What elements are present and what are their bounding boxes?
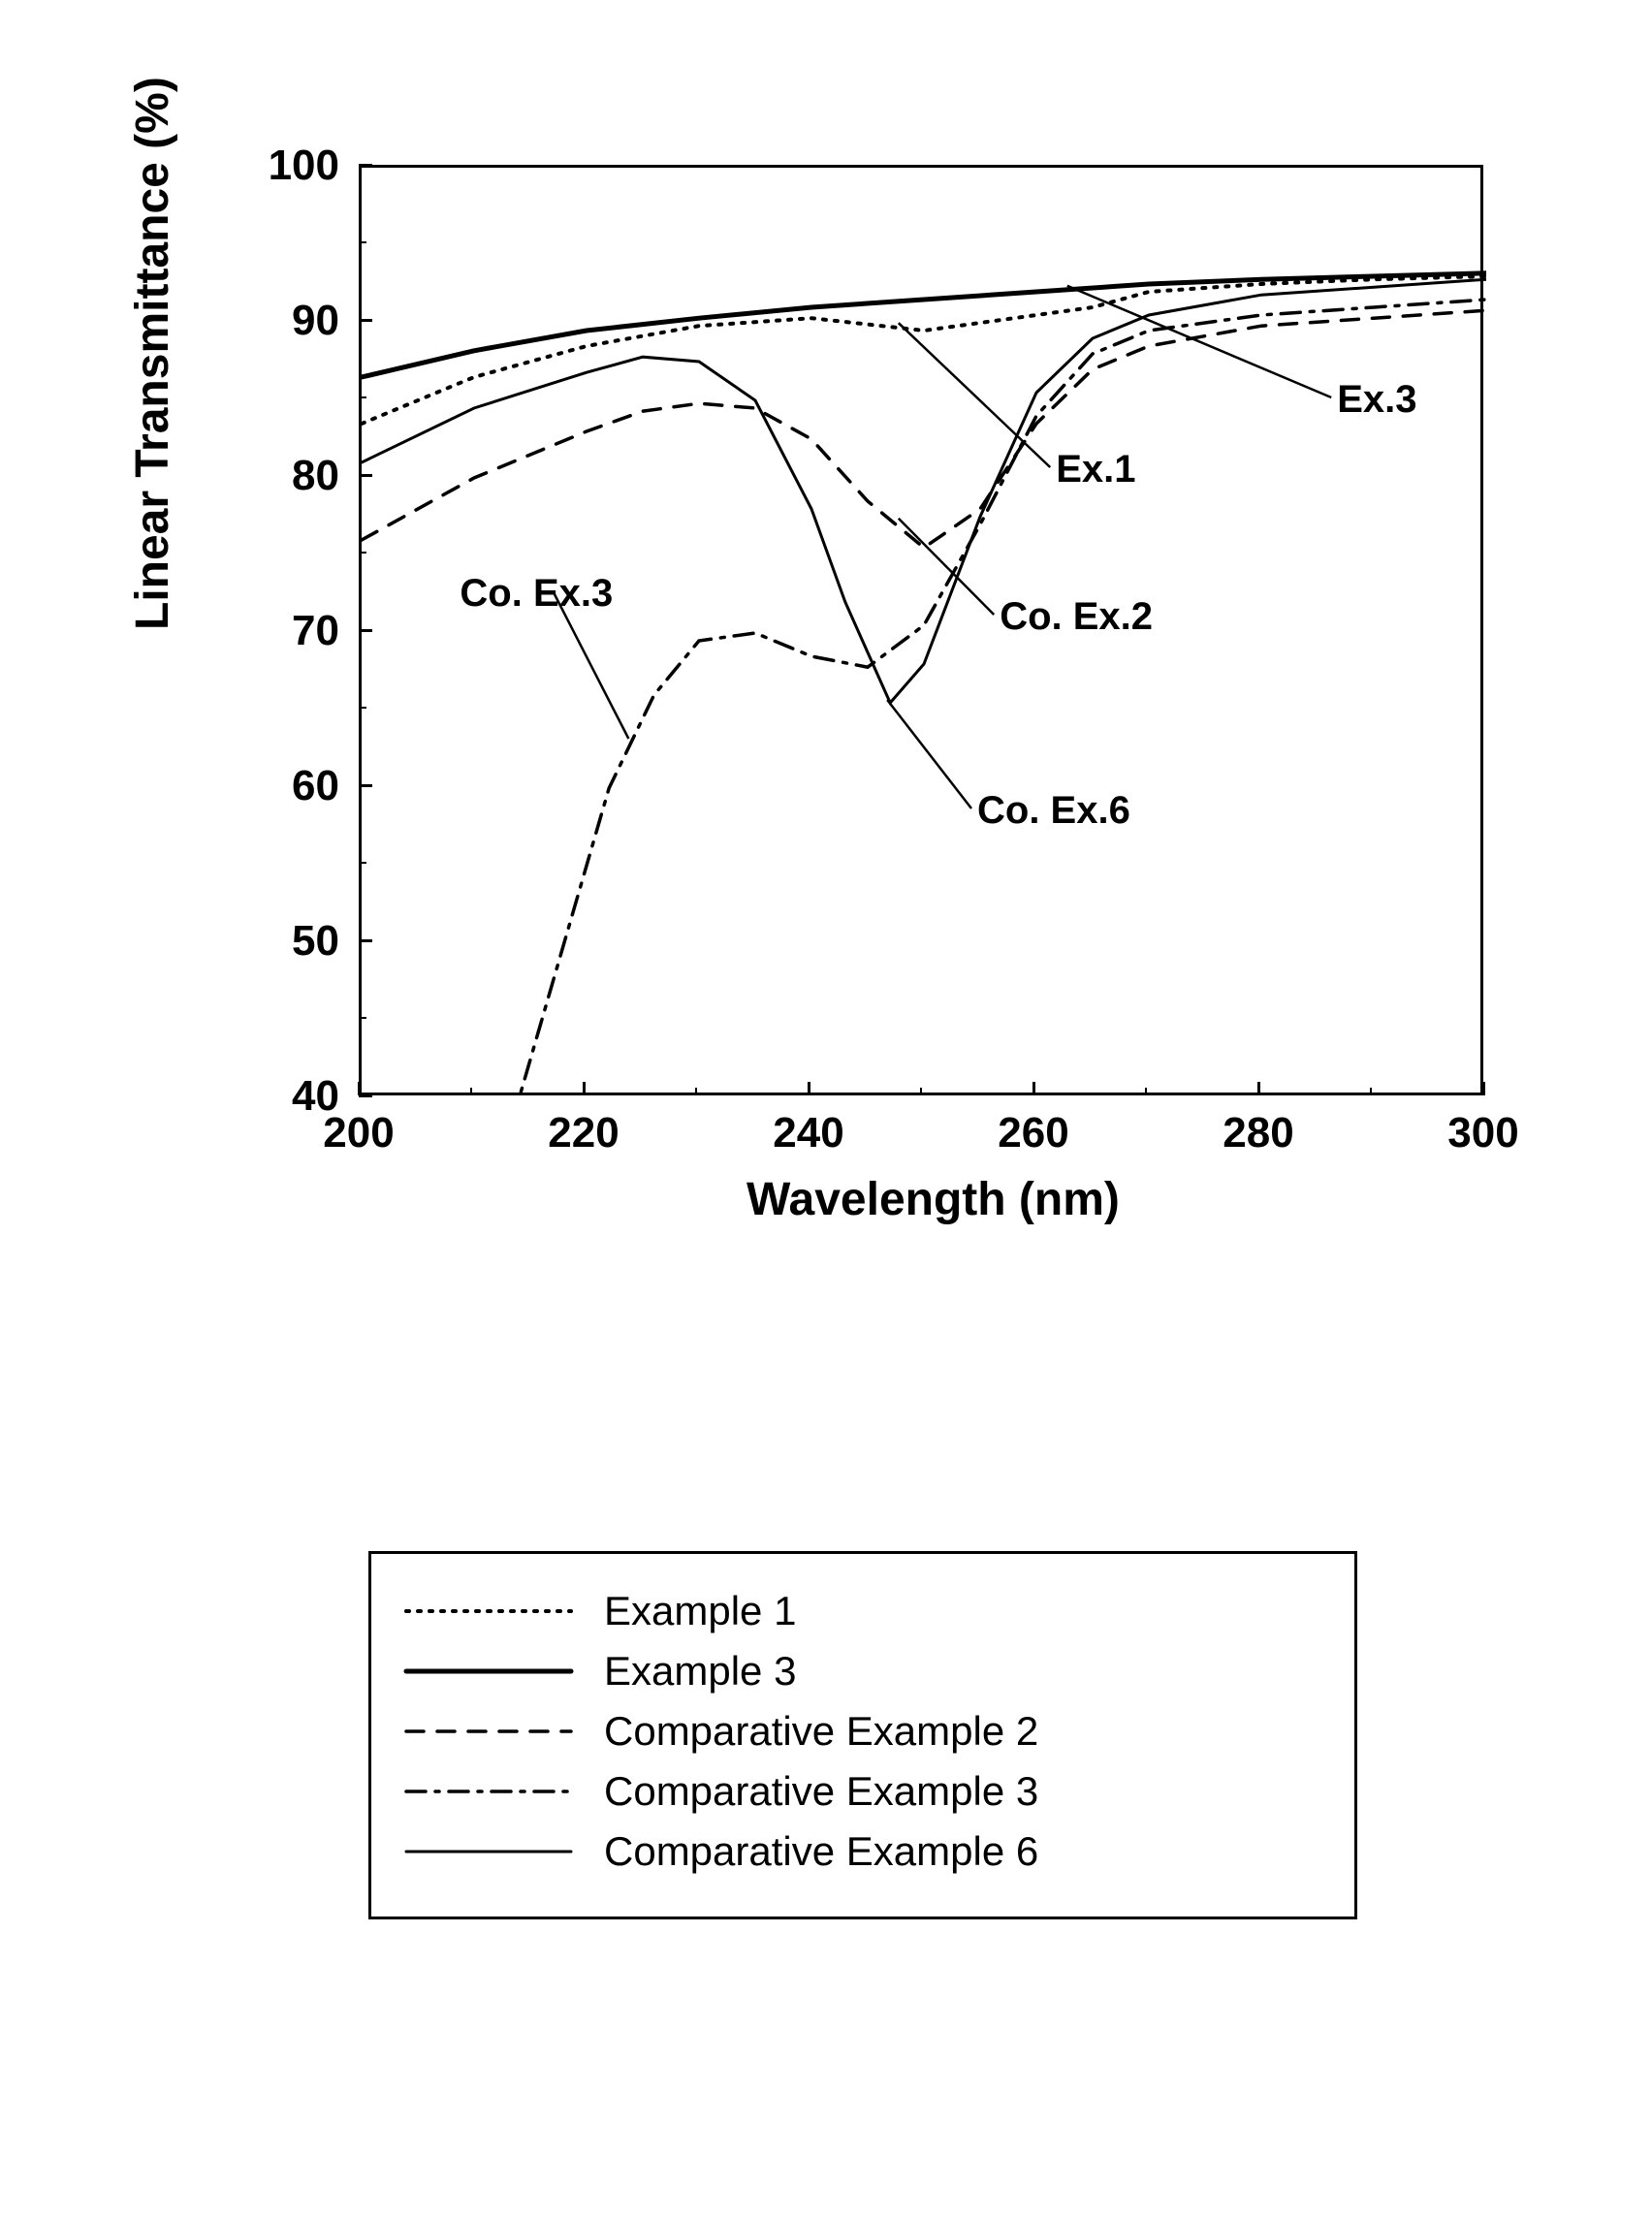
x-tick (358, 1082, 361, 1095)
legend-label: Example 1 (604, 1588, 796, 1634)
series-line (362, 273, 1486, 377)
legend-swatch (406, 1609, 571, 1613)
x-minor-tick (695, 1088, 697, 1095)
annotation-label: Co. Ex.2 (1000, 595, 1153, 639)
annotation-label: Co. Ex.6 (977, 789, 1130, 833)
legend-swatch (406, 1790, 571, 1793)
legend-row: Comparative Example 2 (406, 1701, 1319, 1761)
legend-box: Example 1 Example 3 Comparative Example 2 C… (368, 1551, 1357, 1919)
y-tick (359, 784, 372, 787)
x-tick-label: 240 (770, 1109, 847, 1157)
x-tick (1482, 1082, 1485, 1095)
legend-swatch (406, 1729, 571, 1733)
x-axis-label: Wavelength (nm) (747, 1173, 1120, 1226)
x-tick (1257, 1082, 1260, 1095)
x-minor-tick (920, 1088, 922, 1095)
legend-row: Example 1 (406, 1581, 1319, 1641)
legend-swatch (406, 1850, 571, 1854)
series-line (362, 300, 1486, 1564)
y-tick (359, 939, 372, 942)
plot-svg (362, 168, 1486, 1098)
y-tick-label: 70 (262, 607, 339, 655)
y-minor-tick (359, 241, 366, 243)
y-tick (359, 319, 372, 322)
x-tick (1032, 1082, 1035, 1095)
legend-rows: Example 1 Example 3 Comparative Example 2 C… (406, 1581, 1319, 1882)
y-tick (359, 164, 372, 167)
annotation-label: Ex.3 (1337, 378, 1416, 422)
annotation-label: Ex.1 (1056, 448, 1135, 491)
legend-swatch (406, 1669, 571, 1673)
y-minor-tick (359, 396, 366, 398)
x-tick (808, 1082, 810, 1095)
x-tick-label: 280 (1220, 1109, 1297, 1157)
x-tick-label: 260 (995, 1109, 1072, 1157)
y-tick-label: 60 (262, 762, 339, 810)
y-tick-label: 100 (262, 142, 339, 190)
x-tick-label: 300 (1445, 1109, 1522, 1157)
legend-row: Comparative Example 6 (406, 1822, 1319, 1882)
series-line (362, 310, 1486, 548)
x-minor-tick (1370, 1088, 1372, 1095)
x-minor-tick (1145, 1088, 1147, 1095)
y-minor-tick (359, 1017, 366, 1019)
legend-row: Comparative Example 3 (406, 1761, 1319, 1822)
legend-label: Comparative Example 6 (604, 1828, 1038, 1875)
y-tick-label: 80 (262, 452, 339, 500)
x-tick-label: 220 (545, 1109, 622, 1157)
y-tick-label: 50 (262, 917, 339, 966)
x-tick (583, 1082, 586, 1095)
x-minor-tick (470, 1088, 472, 1095)
y-tick (359, 474, 372, 477)
chart-container: Linear Transmittance (%) Wavelength (nm)… (116, 116, 1532, 1260)
legend-label: Comparative Example 2 (604, 1708, 1038, 1755)
y-minor-tick (359, 552, 366, 554)
y-tick (359, 1094, 372, 1097)
y-axis-label: Linear Transmittance (%) (126, 77, 179, 630)
y-minor-tick (359, 707, 366, 709)
y-minor-tick (359, 862, 366, 864)
annotation-label: Co. Ex.3 (460, 572, 613, 616)
y-tick-label: 90 (262, 297, 339, 345)
plot-area (359, 165, 1483, 1095)
legend-label: Comparative Example 3 (604, 1768, 1038, 1815)
legend-row: Example 3 (406, 1641, 1319, 1701)
y-tick (359, 629, 372, 632)
legend-label: Example 3 (604, 1648, 796, 1695)
x-tick-label: 200 (320, 1109, 397, 1157)
